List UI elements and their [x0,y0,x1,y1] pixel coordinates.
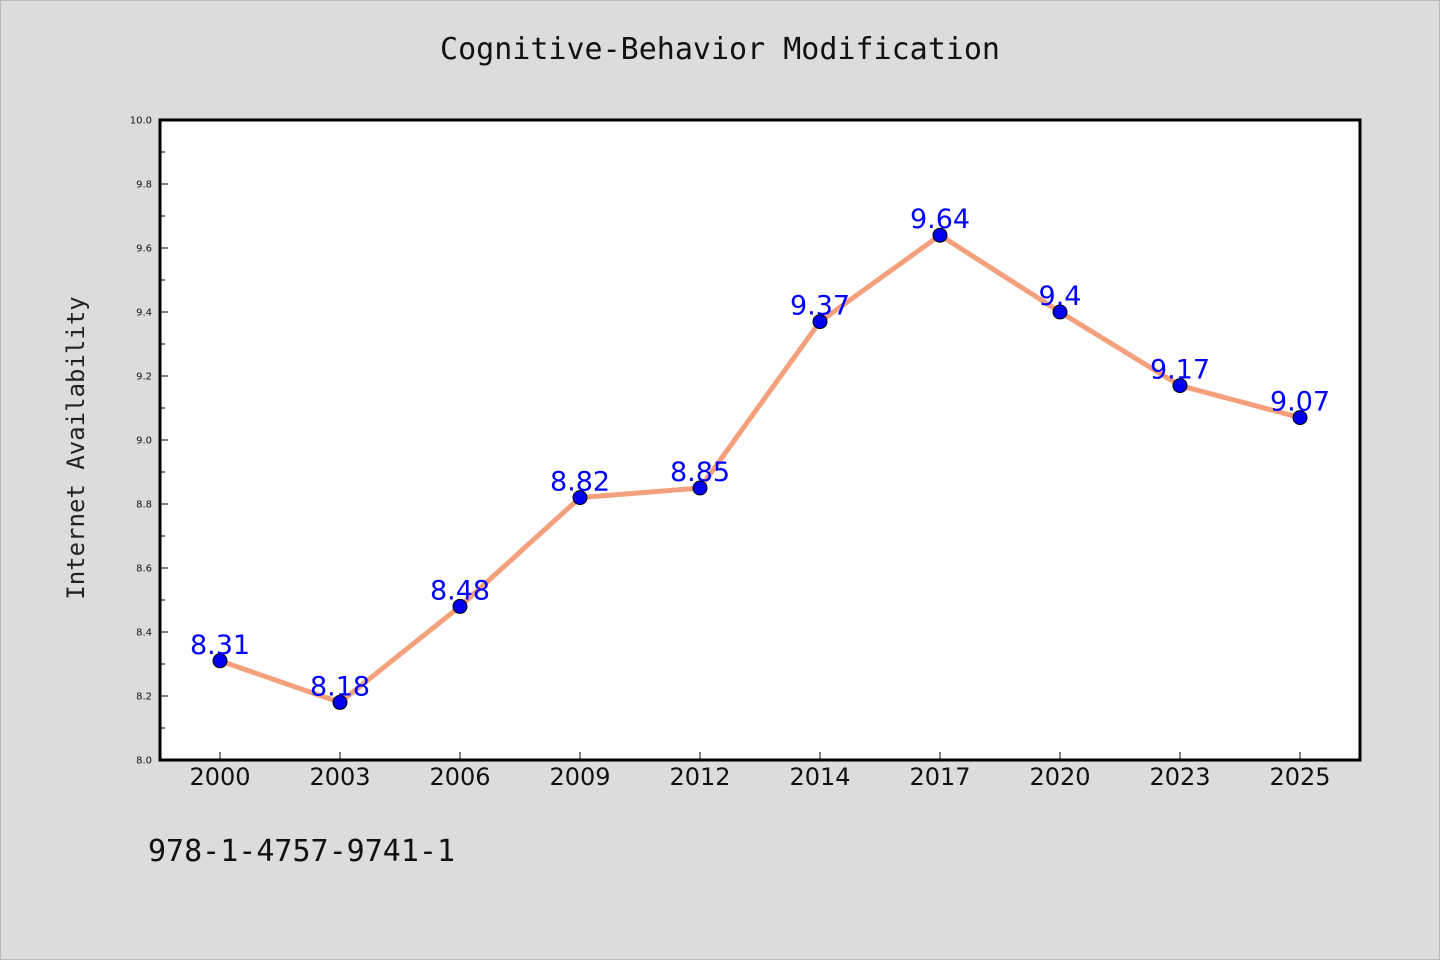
y-tick-label: 8.6 [136,564,152,575]
y-tick-label: 8.4 [136,628,152,639]
plot-area [160,120,1360,760]
data-labels: 8.31 8.18 8.48 8.82 8.85 9.37 9.64 9.4 9.17 9.07 [190,204,1330,702]
isbn-text: 978-1-4757-9741-1 [148,834,456,869]
x-tick-label: 2003 [309,763,370,791]
x-tick-label: 2006 [429,763,490,791]
x-tick-label: 2017 [909,763,970,791]
data-label: 8.82 [550,467,610,498]
data-point [1052,304,1068,320]
x-tick-label: 2023 [1149,763,1210,791]
x-tick-label: 2025 [1269,763,1330,791]
data-label: 8.18 [310,671,370,702]
data-point [812,314,828,330]
x-tick-label: 2000 [189,763,250,791]
x-tick-label: 2020 [1029,763,1090,791]
data-point [1292,410,1308,426]
data-point [932,227,948,243]
series-markers [212,227,1308,710]
plot-frame [158,118,1362,762]
y-tick-label: 9.6 [136,244,152,255]
y-tick-label: 9.8 [136,180,152,191]
data-label: 8.48 [430,575,490,606]
x-axis-ticks: 2000 2003 2006 2009 2012 2014 2017 2020 2023 2025 [189,752,1331,791]
data-point [332,694,348,710]
data-label: 8.31 [190,630,250,661]
x-tick-label: 2012 [669,763,730,791]
y-tick-label: 8.2 [136,692,152,703]
y-tick-label: 8.8 [136,500,152,511]
data-point [572,490,588,506]
data-label: 9.37 [790,291,850,322]
y-tick-label: 10.0 [130,116,152,127]
chart-title: Cognitive-Behavior Modification [440,32,1000,67]
y-tick-label: 9.0 [136,436,152,447]
data-label: 9.17 [1150,355,1210,386]
data-label: 9.07 [1270,387,1330,418]
y-tick-label: 9.4 [136,308,152,319]
y-tick-label: 9.2 [136,372,152,383]
data-label: 9.4 [1039,281,1082,312]
data-point [452,598,468,614]
y-tick-label: 8.0 [136,756,152,767]
data-label: 8.85 [670,457,730,488]
series-line [217,232,1303,705]
data-label: 9.64 [910,204,970,235]
x-tick-label: 2009 [549,763,610,791]
data-point [212,653,228,669]
data-point [692,480,708,496]
x-tick-label: 2014 [789,763,850,791]
data-point [1172,378,1188,394]
